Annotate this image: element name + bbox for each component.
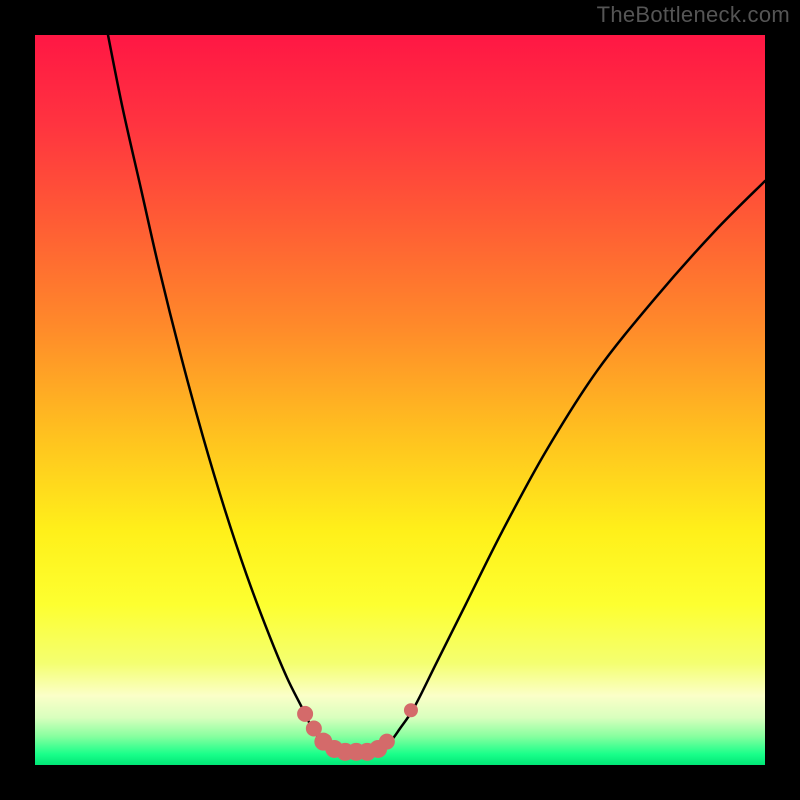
curve-marker — [404, 703, 418, 717]
watermark-text: TheBottleneck.com — [597, 2, 790, 28]
plot-background — [35, 35, 765, 765]
curve-marker — [379, 734, 395, 750]
curve-marker — [297, 706, 313, 722]
chart-container: TheBottleneck.com — [0, 0, 800, 800]
bottleneck-chart — [0, 0, 800, 800]
